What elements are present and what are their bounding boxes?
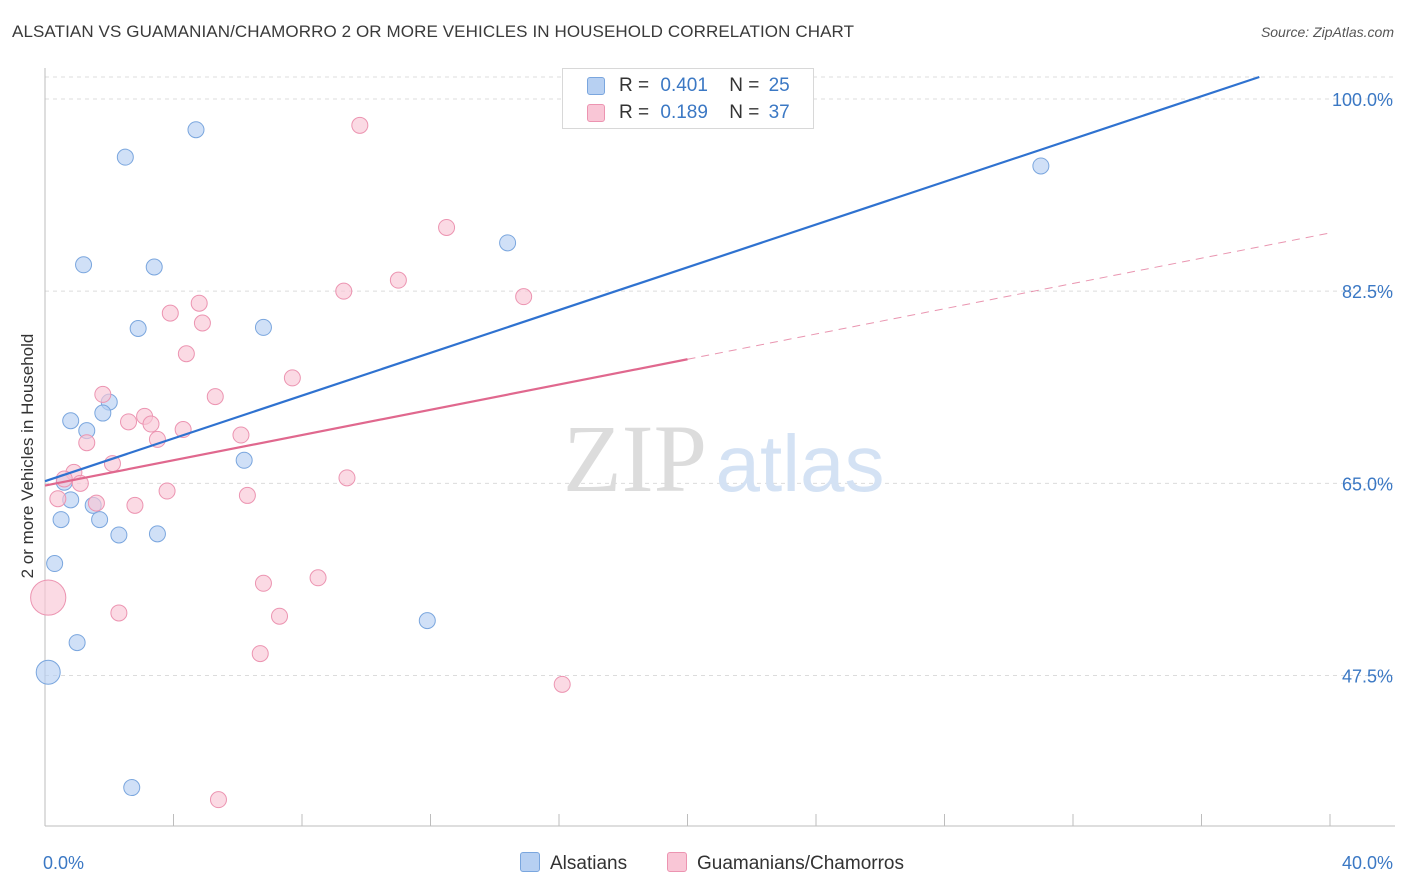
alsatians-point bbox=[499, 234, 517, 252]
guamanians-legend-label: Guamanians/Chamorros bbox=[697, 853, 904, 874]
y-tick-label: 65.0% bbox=[1342, 474, 1393, 494]
watermark-zip: ZIP bbox=[563, 405, 707, 512]
alsatians-swatch bbox=[587, 77, 605, 95]
guamanians-point bbox=[515, 288, 533, 306]
guamanians-point bbox=[158, 482, 176, 500]
guamanians-point bbox=[254, 574, 272, 592]
alsatians-point bbox=[187, 121, 205, 139]
legend-r-value-guamanians: 0.189 bbox=[660, 102, 708, 123]
guamanians-point bbox=[193, 314, 211, 332]
y-axis-label: 2 or more Vehicles in Household bbox=[18, 333, 37, 579]
alsatians-point bbox=[145, 258, 163, 276]
guamanians-point bbox=[232, 426, 250, 444]
alsatians-point bbox=[68, 634, 86, 652]
legend-r-value-alsatians: 0.401 bbox=[660, 75, 708, 96]
alsatians-point bbox=[62, 412, 80, 430]
alsatians-trend-line bbox=[44, 75, 1260, 483]
guamanians-point bbox=[553, 675, 571, 693]
alsatians-point bbox=[110, 526, 128, 544]
guamanians-point bbox=[351, 116, 369, 134]
legend-n-value-guamanians: 37 bbox=[768, 102, 790, 123]
alsatians-legend-label: Alsatians bbox=[550, 853, 628, 874]
alsatians-point bbox=[52, 511, 70, 529]
bottom-legend-alsatians: Alsatians bbox=[520, 852, 627, 875]
alsatians-point bbox=[254, 318, 272, 336]
guamanians-point bbox=[283, 369, 301, 387]
source-credit: Source: ZipAtlas.com bbox=[1260, 24, 1394, 40]
guamanians-point bbox=[190, 294, 208, 312]
x-tick-label: 40.0% bbox=[1342, 853, 1393, 873]
guamanians-point bbox=[389, 271, 407, 289]
y-tick-label: 47.5% bbox=[1342, 667, 1393, 687]
guamanians-point bbox=[161, 304, 179, 322]
alsatians-point bbox=[1032, 157, 1050, 175]
alsatians-legend-swatch bbox=[520, 852, 540, 872]
guamanians-point bbox=[87, 494, 105, 512]
guamanians-point bbox=[206, 388, 224, 406]
alsatians-point bbox=[129, 319, 147, 337]
legend-n-label: N = bbox=[729, 75, 760, 96]
alsatians-point bbox=[75, 256, 93, 274]
guamanians-point bbox=[110, 604, 128, 622]
alsatians-point bbox=[123, 779, 141, 797]
legend-r-label: R = bbox=[619, 75, 650, 96]
guamanians-point bbox=[309, 569, 327, 587]
guamanians-point bbox=[126, 496, 144, 514]
axes bbox=[44, 68, 1395, 827]
alsatians-point bbox=[94, 404, 112, 422]
legend-n-label: N = bbox=[729, 102, 760, 123]
tick-labels: 47.5% 65.0% 82.5% 100.0% 0.0% 40.0% bbox=[43, 90, 1393, 873]
y-tick-label: 82.5% bbox=[1342, 282, 1393, 302]
guamanians-point bbox=[271, 607, 289, 625]
guamanians-point bbox=[209, 791, 227, 809]
guamanians-trend-extension bbox=[687, 232, 1331, 360]
alsatians-point bbox=[116, 148, 134, 166]
alsatians-point bbox=[91, 511, 109, 529]
guamanians-point bbox=[49, 490, 67, 508]
alsatians-point bbox=[418, 612, 436, 630]
trend-lines bbox=[44, 75, 1331, 487]
alsatians-point bbox=[46, 555, 64, 573]
guamanians-point bbox=[142, 415, 160, 433]
guamanians-point bbox=[78, 434, 96, 452]
guamanians-swatch bbox=[587, 104, 605, 122]
guamanians-trend-line bbox=[44, 358, 688, 487]
guamanians-point bbox=[338, 469, 356, 487]
chart-title: ALSATIAN VS GUAMANIAN/CHAMORRO 2 OR MORE… bbox=[12, 22, 855, 41]
guamanians-point bbox=[177, 345, 195, 363]
alsatians-point bbox=[148, 525, 166, 543]
watermark-atlas: atlas bbox=[716, 419, 885, 508]
guamanians-point bbox=[120, 413, 138, 431]
legend-r-label: R = bbox=[619, 102, 650, 123]
guamanians-point bbox=[94, 385, 112, 403]
legend-n-value-alsatians: 25 bbox=[768, 75, 790, 96]
x-tick-label: 0.0% bbox=[43, 853, 84, 873]
alsatians-point bbox=[35, 659, 61, 685]
watermark: ZIP atlas bbox=[563, 405, 884, 512]
guamanians-point bbox=[335, 282, 353, 300]
guamanians-point bbox=[251, 645, 269, 663]
gridlines bbox=[45, 76, 1395, 677]
data-points bbox=[30, 116, 1050, 809]
y-tick-label: 100.0% bbox=[1332, 90, 1393, 110]
guamanians-legend-swatch bbox=[667, 852, 687, 872]
bottom-legend-guamanians: Guamanians/Chamorros bbox=[667, 852, 904, 875]
alsatians-point bbox=[235, 451, 253, 469]
stats-legend: R = 0.401 N = 25 R = 0.189 N = 37 bbox=[562, 68, 814, 129]
guamanians-point bbox=[438, 218, 456, 236]
guamanians-point bbox=[30, 579, 67, 616]
guamanians-point bbox=[238, 486, 256, 504]
